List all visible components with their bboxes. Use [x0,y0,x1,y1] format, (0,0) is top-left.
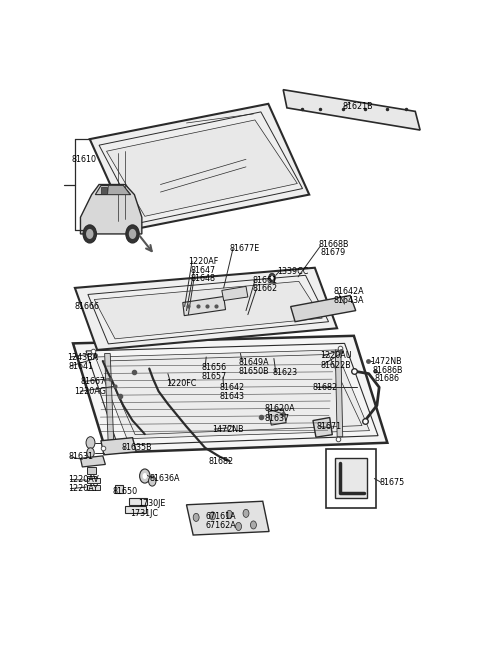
Text: 81662: 81662 [252,284,278,293]
Text: 81642: 81642 [220,383,245,392]
Text: 81650B: 81650B [239,367,269,375]
Text: 81641: 81641 [68,362,93,371]
Text: 81643A: 81643A [334,295,364,305]
Polygon shape [81,456,106,467]
Polygon shape [268,409,286,425]
Text: 81636A: 81636A [149,474,180,483]
Polygon shape [90,104,309,230]
FancyBboxPatch shape [115,485,123,493]
Circle shape [86,229,94,239]
Text: 81677E: 81677E [229,244,260,253]
FancyBboxPatch shape [87,468,96,474]
Text: 1220AV: 1220AV [68,475,99,484]
Polygon shape [283,90,420,130]
Text: 81666: 81666 [75,302,100,311]
Text: 81643: 81643 [220,392,245,401]
Text: 1220AY: 1220AY [68,484,98,493]
FancyBboxPatch shape [129,498,147,505]
Text: 81675: 81675 [380,477,405,487]
Circle shape [193,514,199,521]
FancyBboxPatch shape [335,458,367,498]
Text: 81635B: 81635B [121,443,152,453]
Circle shape [126,225,139,243]
Text: 81686B: 81686B [372,365,403,375]
Circle shape [129,229,136,239]
Circle shape [86,437,95,449]
Text: 81656: 81656 [202,363,227,371]
Polygon shape [290,295,356,322]
Text: 67161A: 67161A [205,512,236,521]
Polygon shape [222,286,248,301]
Polygon shape [73,336,387,453]
Text: 81647: 81647 [190,266,216,274]
Polygon shape [183,297,226,316]
Text: 81622B: 81622B [321,360,351,369]
Polygon shape [107,120,297,216]
Polygon shape [75,268,337,350]
Circle shape [271,276,274,280]
Text: 1730JE: 1730JE [138,498,166,508]
Text: 1472NB: 1472NB [371,356,402,365]
Text: 81637: 81637 [264,413,290,422]
Polygon shape [335,350,343,437]
Polygon shape [105,354,114,448]
Circle shape [226,510,232,518]
Circle shape [210,512,216,520]
Polygon shape [96,350,370,439]
FancyBboxPatch shape [326,449,376,508]
Text: 81679: 81679 [321,248,346,257]
Text: 81649A: 81649A [239,358,269,367]
Circle shape [148,476,156,486]
Circle shape [143,473,147,479]
Circle shape [236,523,241,531]
Text: 1220AG: 1220AG [74,387,106,396]
Text: 81620A: 81620A [264,404,295,413]
Text: 81668B: 81668B [319,240,349,248]
FancyBboxPatch shape [87,476,96,482]
Text: 1243BA: 1243BA [67,352,98,362]
Polygon shape [108,185,130,195]
Text: 81667: 81667 [81,377,106,386]
Circle shape [243,510,249,517]
Text: 81610: 81610 [71,155,96,164]
Circle shape [87,448,94,458]
FancyBboxPatch shape [125,506,145,514]
Text: 1731JC: 1731JC [130,509,158,518]
Polygon shape [101,438,136,455]
Polygon shape [313,417,332,437]
Polygon shape [96,185,131,195]
Text: 81671: 81671 [317,422,342,431]
Polygon shape [94,282,322,339]
Text: 81623: 81623 [272,367,297,377]
Text: 1339CC: 1339CC [277,267,309,276]
Text: 81682: 81682 [313,383,338,392]
Text: 81621B: 81621B [343,102,373,111]
Text: 1472NB: 1472NB [213,424,244,434]
Text: 81657: 81657 [202,371,227,381]
Text: 81650: 81650 [113,487,138,496]
Text: 81682: 81682 [209,457,234,466]
Polygon shape [101,187,107,194]
Text: 81686: 81686 [374,374,399,383]
Polygon shape [186,501,269,535]
Circle shape [251,521,256,529]
Text: 81661: 81661 [252,276,278,285]
Text: 67162A: 67162A [205,521,236,530]
Circle shape [140,469,150,483]
Text: 81648: 81648 [190,274,215,284]
Text: 81631: 81631 [68,453,93,461]
FancyBboxPatch shape [87,485,100,490]
Circle shape [83,225,96,243]
Text: 1220AF: 1220AF [188,257,218,266]
Polygon shape [81,185,142,234]
FancyBboxPatch shape [87,477,100,483]
Text: 81642A: 81642A [334,287,364,296]
Circle shape [269,273,276,282]
Text: 1220FC: 1220FC [166,379,196,388]
Text: 1220AU: 1220AU [321,352,352,360]
